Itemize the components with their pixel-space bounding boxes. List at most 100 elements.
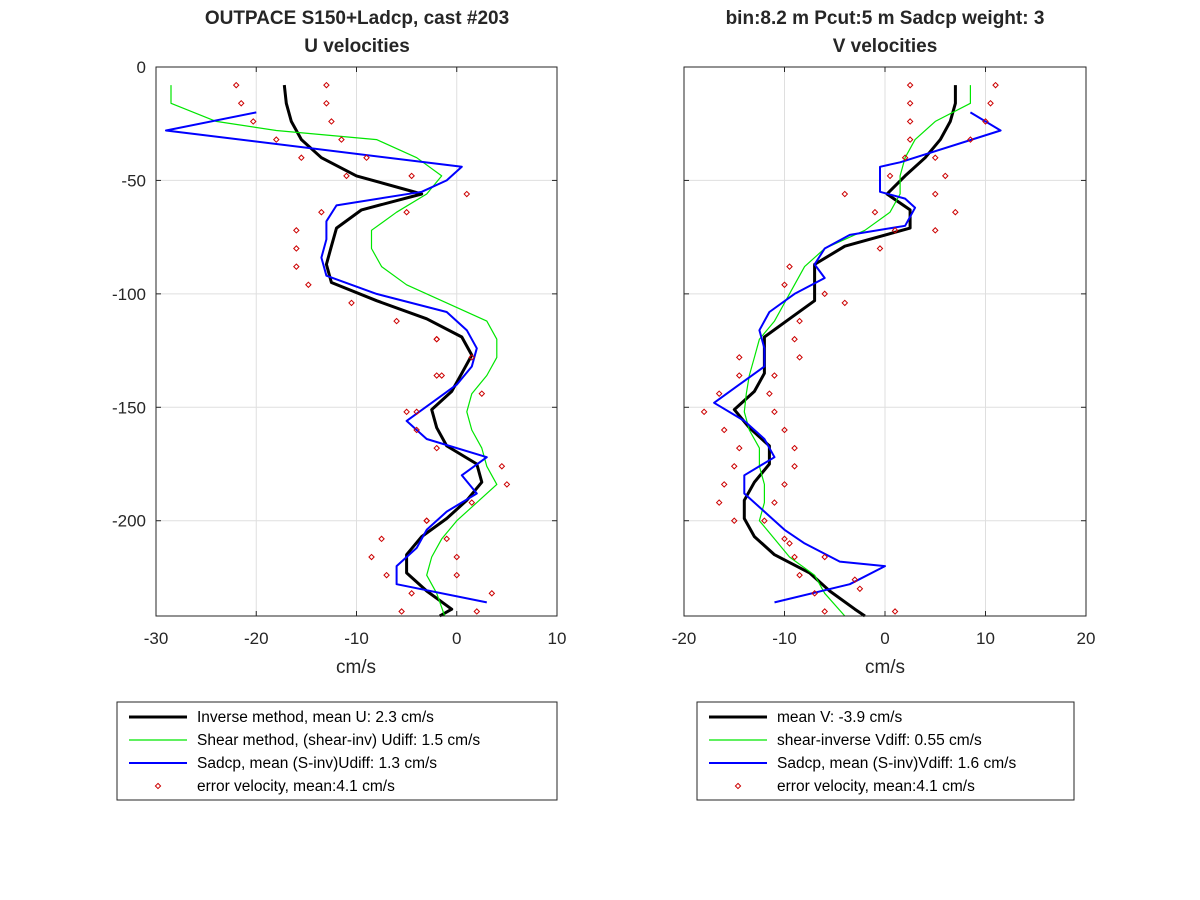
error-velocity-marker <box>891 608 899 615</box>
error-velocity-marker <box>478 390 486 397</box>
error-velocity-marker <box>791 335 798 343</box>
error-velocity-marker <box>383 571 390 579</box>
error-velocity-marker <box>796 571 803 579</box>
x-tick-label: 0 <box>452 629 461 648</box>
error-velocity-marker <box>720 481 728 488</box>
u-panel-x-axis-label: cm/s <box>336 657 376 678</box>
legend-label: shear-inverse Vdiff: 0.55 cm/s <box>777 732 982 749</box>
error-velocity-marker <box>821 290 829 298</box>
error-velocity-marker <box>403 408 410 416</box>
error-velocity-marker <box>715 390 723 397</box>
error-velocity-marker <box>715 499 723 506</box>
error-velocity-marker <box>906 118 914 125</box>
legend-label: error velocity, mean:4.1 cm/s <box>777 778 975 795</box>
error-velocity-marker <box>891 227 899 234</box>
error-velocity-marker <box>876 245 884 252</box>
error-velocity-marker <box>856 585 864 593</box>
error-velocity-marker <box>293 263 300 270</box>
error-velocity-marker <box>468 354 476 361</box>
error-velocity-marker <box>720 426 728 434</box>
error-velocity-marker <box>368 553 375 561</box>
u-panel-title-line-2: U velocities <box>304 36 410 57</box>
error-velocity-marker <box>393 317 400 325</box>
error-velocity-marker <box>931 227 939 234</box>
error-velocity-marker <box>293 227 300 234</box>
error-velocity-marker <box>730 517 738 525</box>
error-velocity-marker <box>771 499 778 506</box>
v-velocity-panel: bin:8.2 m Pcut:5 m Sadcp weight: 3 V vel… <box>672 8 1096 801</box>
error-velocity-marker <box>468 499 476 506</box>
error-velocity-marker <box>821 608 829 615</box>
y-tick-label: -100 <box>112 285 146 304</box>
error-velocity-marker <box>931 154 939 162</box>
error-velocity-marker <box>886 172 894 180</box>
legend-label: Shear method, (shear-inv) Udiff: 1.5 cm/… <box>197 732 480 749</box>
error-velocity-marker <box>700 408 708 416</box>
v-panel-title-line-1: bin:8.2 m Pcut:5 m Sadcp weight: 3 <box>726 8 1045 29</box>
legend-label: Sadcp, mean (S-inv)Vdiff: 1.6 cm/s <box>777 755 1016 772</box>
error-velocity-marker <box>992 81 999 89</box>
error-velocity-marker <box>323 81 330 89</box>
error-velocity-marker <box>305 281 312 289</box>
u-panel-title-line-1: OUTPACE S150+Ladcp, cast #203 <box>205 8 509 29</box>
error-velocity-marker <box>298 154 305 162</box>
error-velocity-marker <box>343 172 350 180</box>
error-velocity-marker <box>237 99 245 107</box>
error-velocity-marker <box>318 208 325 216</box>
series-line-2 <box>713 111 1002 604</box>
error-velocity-marker <box>791 444 798 452</box>
error-velocity-marker <box>338 136 345 143</box>
error-velocity-marker <box>730 462 738 470</box>
legend-swatch <box>734 782 742 790</box>
error-velocity-marker <box>403 208 410 216</box>
error-velocity-marker <box>906 136 914 143</box>
error-velocity-marker <box>323 99 330 107</box>
error-velocity-marker <box>786 540 793 547</box>
legend-box <box>116 701 558 801</box>
error-velocity-marker <box>771 372 778 379</box>
series-line-1 <box>170 85 498 617</box>
error-velocity-marker <box>841 299 849 307</box>
v-panel-title-line-2: V velocities <box>833 36 938 57</box>
error-velocity-marker <box>735 372 743 379</box>
error-velocity-marker <box>378 535 385 543</box>
series-line-1 <box>743 85 971 617</box>
y-tick-label: -150 <box>112 398 146 417</box>
x-tick-label: 20 <box>1077 629 1096 648</box>
error-velocity-marker <box>423 517 430 525</box>
error-velocity-marker <box>811 590 818 597</box>
error-velocity-marker <box>781 281 788 289</box>
x-tick-label: 0 <box>880 629 889 648</box>
y-tick-label: -200 <box>112 512 146 531</box>
error-velocity-marker <box>503 481 511 488</box>
legend-label: Sadcp, mean (S-inv)Udiff: 1.3 cm/s <box>197 755 437 772</box>
error-velocity-marker <box>463 190 471 198</box>
error-velocity-marker <box>293 245 300 252</box>
legend-label: mean V: -3.9 cm/s <box>777 709 902 726</box>
error-velocity-marker <box>735 444 743 452</box>
error-velocity-marker <box>786 263 793 270</box>
error-velocity-marker <box>952 208 959 216</box>
error-velocity-marker <box>398 608 405 615</box>
x-tick-label: 10 <box>976 629 995 648</box>
error-velocity-marker <box>413 408 420 416</box>
error-velocity-marker <box>796 317 803 325</box>
x-tick-label: -20 <box>672 629 697 648</box>
x-tick-label: -10 <box>344 629 369 648</box>
error-velocity-marker <box>982 118 989 125</box>
x-tick-label: 10 <box>548 629 567 648</box>
error-velocity-marker <box>967 136 974 143</box>
error-velocity-marker <box>871 208 879 216</box>
error-velocity-marker <box>433 444 441 452</box>
error-velocity-marker <box>906 81 914 89</box>
error-velocity-marker <box>901 154 909 162</box>
u-velocity-panel: OUTPACE S150+Ladcp, cast #203 U velociti… <box>112 8 567 801</box>
error-velocity-marker <box>272 136 280 143</box>
error-velocity-marker <box>438 372 446 379</box>
error-velocity-marker <box>232 81 240 89</box>
v-panel-x-axis-label: cm/s <box>865 657 905 678</box>
error-velocity-marker <box>433 372 441 379</box>
error-velocity-marker <box>941 172 949 180</box>
error-velocity-marker <box>453 571 461 579</box>
error-velocity-marker <box>796 354 803 361</box>
